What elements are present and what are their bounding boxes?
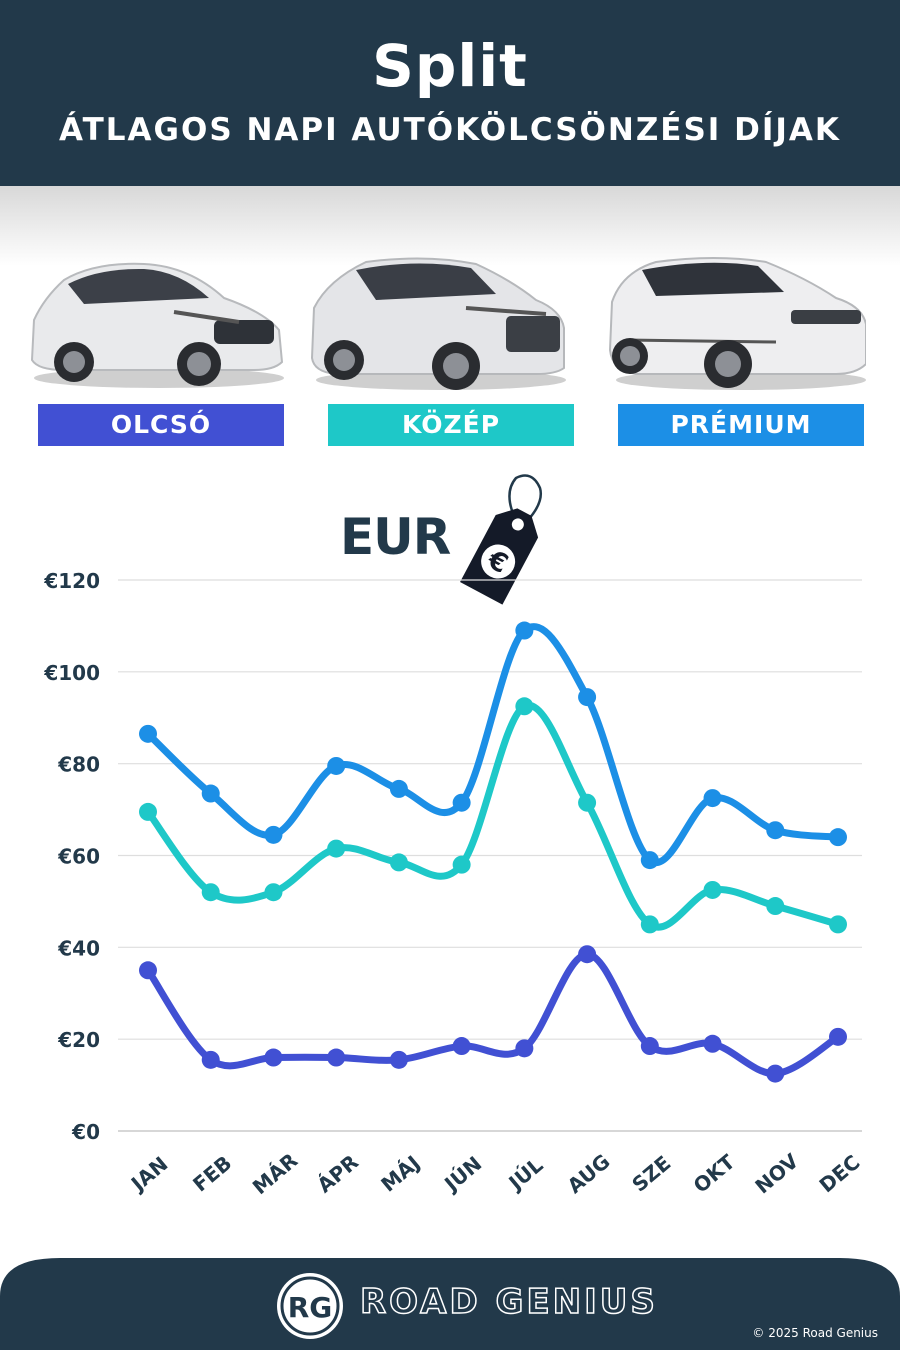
x-tick-label: MÁR — [248, 1148, 302, 1199]
data-point — [201, 784, 220, 803]
data-point — [139, 802, 157, 821]
y-tick-label: €100 — [43, 661, 100, 685]
data-point — [578, 945, 597, 964]
data-point — [389, 853, 408, 872]
x-tick-label: SZE — [627, 1151, 675, 1197]
data-point — [703, 789, 722, 808]
x-tick-label: NOV — [750, 1148, 803, 1198]
series-line-olcsó — [144, 950, 842, 1078]
data-point — [201, 883, 220, 902]
category-badge-midsize: KÖZÉP — [328, 404, 574, 446]
data-point — [829, 915, 847, 934]
x-tick-label: JÚN — [438, 1151, 486, 1197]
economy-car-image — [30, 262, 284, 388]
header: Split ÁTLAGOS NAPI AUTÓKÖLCSÖNZÉSI DÍJAK — [0, 0, 900, 186]
data-point — [515, 1039, 534, 1058]
y-tick-label: €0 — [71, 1120, 100, 1144]
data-point — [578, 688, 597, 707]
x-axis: JAN FEB MÁR ÁPR MÁJ JÚN JÚL AUG SZE OKT NOV DEC — [125, 1148, 864, 1199]
x-tick-label: DEC — [815, 1150, 865, 1197]
header-shadow — [0, 186, 900, 266]
data-point — [703, 880, 722, 899]
series-line-prémium — [144, 623, 842, 866]
gridlines — [118, 579, 862, 1132]
data-point — [452, 793, 471, 812]
data-point — [829, 1027, 847, 1046]
data-point — [327, 1048, 346, 1067]
y-tick-label: €40 — [57, 936, 100, 960]
series-lines — [139, 621, 847, 1083]
data-point — [389, 779, 408, 798]
data-point — [829, 828, 847, 847]
data-point — [640, 915, 659, 934]
data-point — [640, 851, 659, 870]
x-tick-label: ÁPR — [313, 1150, 363, 1198]
data-point — [703, 1034, 722, 1053]
city-title: Split — [372, 32, 528, 100]
data-point — [640, 1037, 659, 1056]
data-point — [139, 961, 157, 980]
chart-subtitle: ÁTLAGOS NAPI AUTÓKÖLCSÖNZÉSI DÍJAK — [59, 112, 841, 148]
data-point — [264, 883, 283, 902]
midsize-suv-image — [310, 257, 566, 390]
data-point — [264, 825, 283, 844]
y-tick-label: €60 — [57, 845, 100, 869]
premium-suv-image — [608, 257, 866, 390]
y-tick-label: €80 — [57, 753, 100, 777]
data-point — [139, 724, 157, 743]
data-point — [766, 897, 785, 916]
category-badge-economy: OLCSÓ — [38, 404, 284, 446]
data-point — [515, 621, 534, 640]
y-tick-label: €120 — [43, 569, 100, 593]
data-point — [766, 1064, 785, 1083]
x-tick-label: JÚL — [503, 1153, 548, 1196]
y-axis: €0 €20 €40 €60 €80 €100 €120 — [43, 569, 100, 1144]
data-point — [389, 1050, 408, 1069]
category-badge-premium: PRÉMIUM — [618, 404, 864, 446]
series-line-közép — [144, 701, 842, 931]
x-tick-label: MÁJ — [376, 1151, 424, 1197]
data-point — [515, 697, 534, 716]
road-genius-logo-icon: RG — [277, 1273, 343, 1339]
x-tick-label: FEB — [188, 1151, 236, 1197]
brand-name: ROAD GENIUS — [359, 1281, 658, 1323]
data-point — [264, 1048, 283, 1067]
data-point — [578, 793, 597, 812]
x-tick-label: OKT — [689, 1149, 740, 1197]
x-tick-label: AUG — [563, 1149, 615, 1198]
y-tick-label: €20 — [57, 1028, 100, 1052]
logo-text: RG — [288, 1291, 333, 1324]
data-point — [327, 839, 346, 858]
data-point — [201, 1050, 220, 1069]
data-point — [766, 821, 785, 840]
data-point — [327, 756, 346, 775]
footer — [0, 1258, 900, 1350]
currency-label: EUR — [340, 508, 451, 566]
x-tick-label: JAN — [125, 1152, 172, 1197]
copyright: © 2025 Road Genius — [752, 1326, 878, 1340]
data-point — [452, 855, 471, 874]
data-point — [452, 1037, 471, 1056]
line-chart: €0 €20 €40 €60 €80 €100 €120 JAN FEB MÁR ÁPR MÁJ JÚ… — [43, 569, 864, 1199]
